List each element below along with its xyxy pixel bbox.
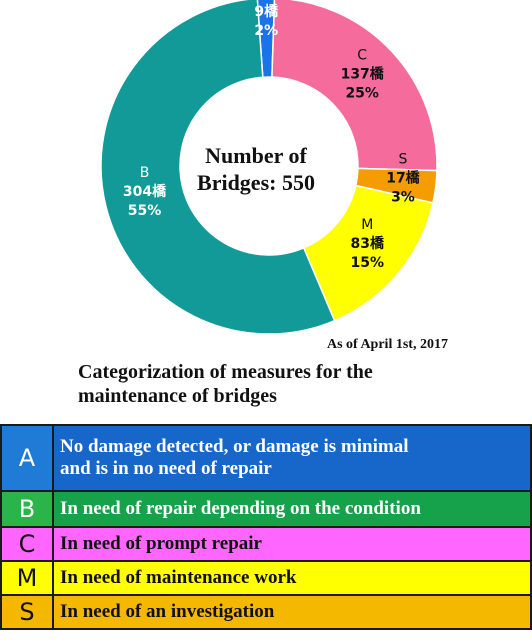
legend-code-b: B	[0, 490, 54, 528]
slice-a-count-label: 9橋	[254, 3, 279, 20]
legend-desc-s-line-1: In need of an investigation	[60, 601, 275, 622]
slice-c	[271, 0, 438, 172]
legend-row-a: A No damage detected, or damage is minim…	[0, 424, 532, 492]
legend-title-line-2: maintenance of bridges	[78, 385, 277, 407]
legend-desc-m-line-1: In need of maintenance work	[60, 567, 297, 588]
legend-code-s: S	[0, 594, 54, 630]
donut-chart: A 9橋 2% C 137橋 25% S 17橋 3% M 83橋 15% B 304橋 55% Numbe…	[100, 0, 438, 335]
legend-desc-a-line-1: No damage detected, or damage is minimal	[60, 436, 409, 457]
slice-s-count-label: 17橋	[386, 170, 420, 187]
legend-row-m: M In need of maintenance work	[0, 560, 532, 596]
legend-desc-b-line-1: In need of repair depending on the condi…	[60, 498, 421, 519]
as-of-date: As of April 1st, 2017	[327, 337, 448, 352]
slice-m-percent-label: 15%	[351, 255, 385, 271]
slice-s-category-label: S	[399, 152, 408, 168]
legend-desc-m: In need of maintenance work	[52, 560, 532, 596]
legend-title-line-1: Categorization of measures for the	[78, 361, 373, 383]
slice-b-count-label: 304橋	[123, 183, 167, 200]
slice-c-count-label: 137橋	[341, 65, 385, 82]
legend-desc-a: No damage detected, or damage is minimal…	[52, 424, 532, 492]
slice-b	[100, 0, 336, 335]
slice-m-category-label: M	[361, 217, 373, 233]
slice-s-percent-label: 3%	[391, 190, 415, 206]
donut-slices	[100, 0, 438, 335]
legend-desc-c-line-1: In need of prompt repair	[60, 533, 262, 554]
center-label-line-2: Bridges: 550	[197, 170, 315, 195]
slice-m-count-label: 83橋	[351, 235, 385, 252]
legend-desc-s: In need of an investigation	[52, 594, 532, 630]
slice-b-category-label: B	[140, 165, 150, 181]
slice-c-category-label: C	[357, 47, 367, 63]
legend-row-b: B In need of repair depending on the con…	[0, 490, 532, 528]
slice-b-percent-label: 55%	[128, 203, 162, 219]
legend-row-c: C In need of prompt repair	[0, 526, 532, 562]
donut-labels: A 9橋 2% C 137橋 25% S 17橋 3% M 83橋 15% B 304橋 55%	[123, 0, 421, 271]
legend-row-s: S In need of an investigation	[0, 594, 532, 630]
slice-a-percent-label: 2%	[254, 23, 278, 39]
slice-a-category-label: A	[261, 0, 271, 1]
legend-code-a: A	[0, 424, 54, 492]
legend-desc-a-line-2: and is in no need of repair	[60, 458, 272, 479]
slice-c-percent-label: 25%	[345, 85, 379, 101]
legend-desc-b: In need of repair depending on the condi…	[52, 490, 532, 528]
legend-desc-c: In need of prompt repair	[52, 526, 532, 562]
legend-table: A No damage detected, or damage is minim…	[0, 424, 532, 630]
legend-code-c: C	[0, 526, 54, 562]
center-label-line-1: Number of	[205, 143, 307, 168]
legend-code-m: M	[0, 560, 54, 596]
legend-title: Categorization of measures for the maint…	[78, 360, 518, 408]
